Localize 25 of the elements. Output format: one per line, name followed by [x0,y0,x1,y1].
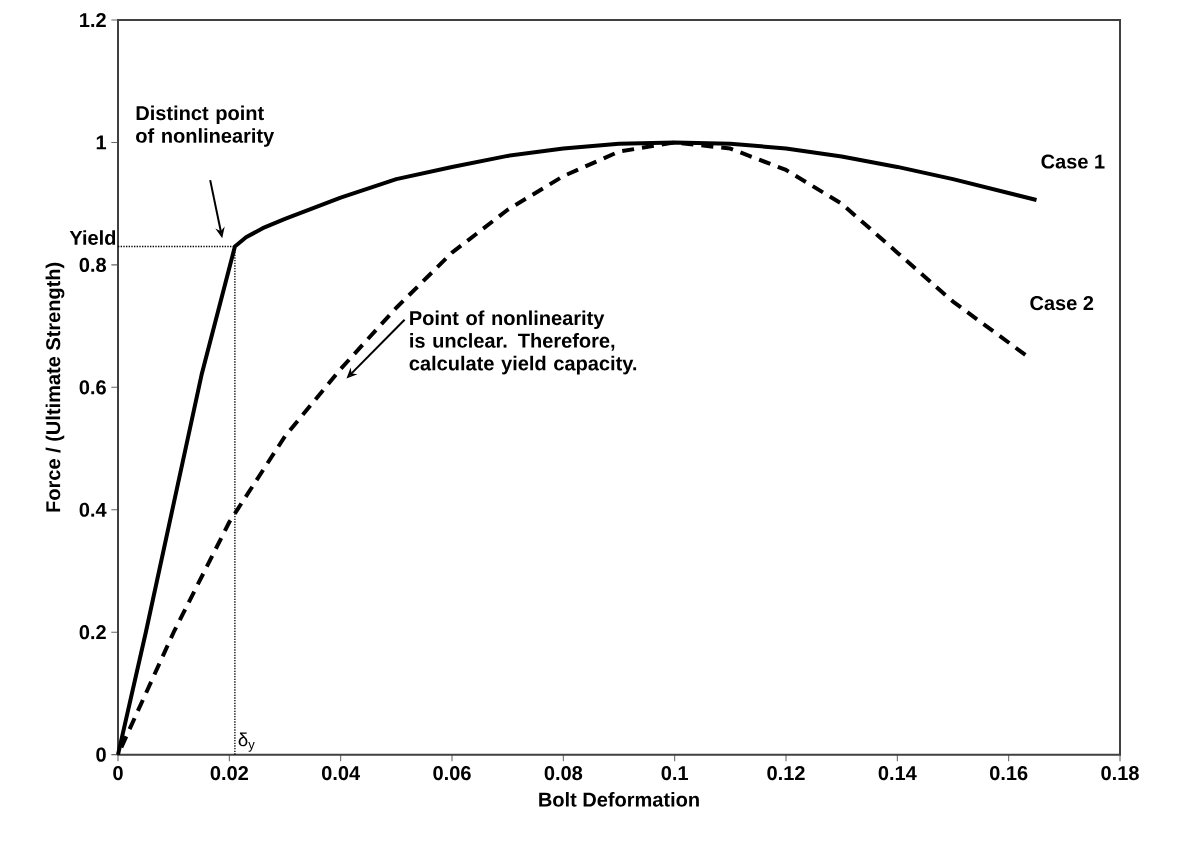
x-tick-label: 0.08 [544,766,583,781]
y-tick-label: 0 [96,747,106,762]
ref-line-label: Yield [69,230,116,245]
series-label: Case 2 [1030,296,1094,311]
y-axis-title: Force / (Ultimate Strength) [45,262,65,512]
ref-line-label: δ$_{y}$ [238,732,255,752]
x-tick-label: 0.1 [661,766,689,781]
x-tick-label: 0.16 [990,766,1028,781]
x-tick-label: 0.14 [878,766,917,781]
x-tick-label: 0.18 [1101,766,1139,781]
x-axis-title: Bolt Deformation [539,792,699,807]
y-tick-label: 0.6 [79,380,106,395]
annotation: Point of nonlinearity is unclear. Therefore, calculate yield capacity. [409,310,637,375]
x-tick-label: 0.12 [767,766,805,781]
y-tick-label: 1.2 [80,13,106,27]
y-tick-label: 1 [96,135,107,150]
y-tick-label: 0.2 [79,625,106,640]
y-tick-label: 0.8 [79,257,106,272]
y-tick-label: 0.4 [79,502,107,517]
x-tick-label: 0.02 [210,766,248,781]
x-tick-label: 0.04 [322,766,361,781]
x-tick-label: 0.06 [433,766,471,781]
annotation: Distinct point of nonlinearity [136,105,275,147]
series-label: Case 1 [1041,154,1105,169]
x-tick-label: 0 [113,766,123,781]
